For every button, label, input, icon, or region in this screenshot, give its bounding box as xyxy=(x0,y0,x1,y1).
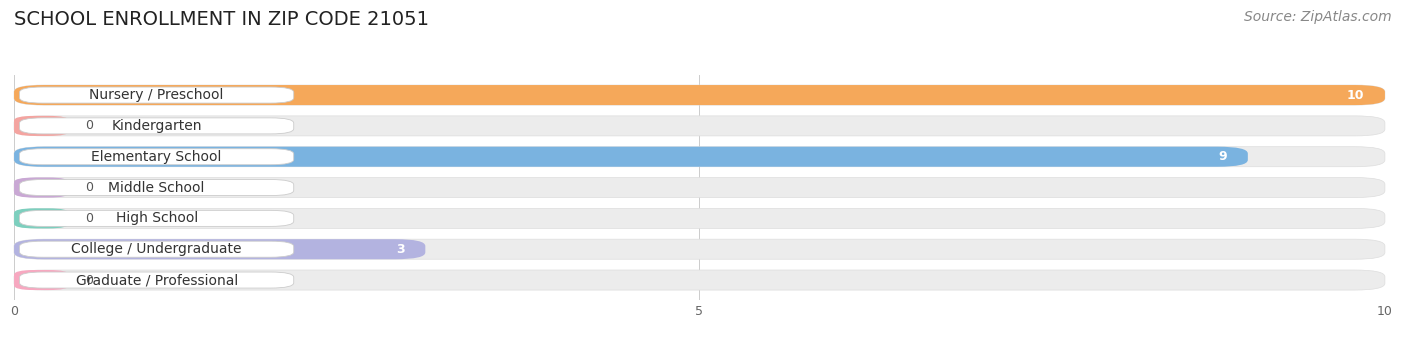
Text: 0: 0 xyxy=(86,181,93,194)
FancyBboxPatch shape xyxy=(14,270,69,290)
Text: Nursery / Preschool: Nursery / Preschool xyxy=(90,88,224,102)
FancyBboxPatch shape xyxy=(14,270,1385,290)
FancyBboxPatch shape xyxy=(14,239,425,259)
Text: 0: 0 xyxy=(86,212,93,225)
FancyBboxPatch shape xyxy=(14,208,69,228)
FancyBboxPatch shape xyxy=(14,178,69,197)
Text: 10: 10 xyxy=(1347,89,1364,102)
Text: Kindergarten: Kindergarten xyxy=(111,119,202,133)
FancyBboxPatch shape xyxy=(14,116,1385,136)
Text: 0: 0 xyxy=(86,119,93,132)
FancyBboxPatch shape xyxy=(20,149,294,165)
FancyBboxPatch shape xyxy=(14,239,1385,259)
FancyBboxPatch shape xyxy=(20,241,294,257)
Text: College / Undergraduate: College / Undergraduate xyxy=(72,242,242,256)
FancyBboxPatch shape xyxy=(14,178,1385,197)
FancyBboxPatch shape xyxy=(14,85,1385,105)
Text: 0: 0 xyxy=(86,273,93,286)
Text: SCHOOL ENROLLMENT IN ZIP CODE 21051: SCHOOL ENROLLMENT IN ZIP CODE 21051 xyxy=(14,10,429,29)
FancyBboxPatch shape xyxy=(20,179,294,196)
Text: 9: 9 xyxy=(1219,150,1227,163)
Text: Graduate / Professional: Graduate / Professional xyxy=(76,273,238,287)
FancyBboxPatch shape xyxy=(14,147,1385,167)
FancyBboxPatch shape xyxy=(20,118,294,134)
FancyBboxPatch shape xyxy=(14,208,1385,228)
Text: Middle School: Middle School xyxy=(108,180,205,195)
FancyBboxPatch shape xyxy=(20,210,294,226)
FancyBboxPatch shape xyxy=(14,85,1385,105)
Text: High School: High School xyxy=(115,211,198,225)
FancyBboxPatch shape xyxy=(14,116,69,136)
Text: Source: ZipAtlas.com: Source: ZipAtlas.com xyxy=(1244,10,1392,24)
Text: 3: 3 xyxy=(396,243,405,256)
FancyBboxPatch shape xyxy=(20,87,294,103)
Text: Elementary School: Elementary School xyxy=(91,150,222,164)
FancyBboxPatch shape xyxy=(20,272,294,288)
FancyBboxPatch shape xyxy=(14,147,1249,167)
